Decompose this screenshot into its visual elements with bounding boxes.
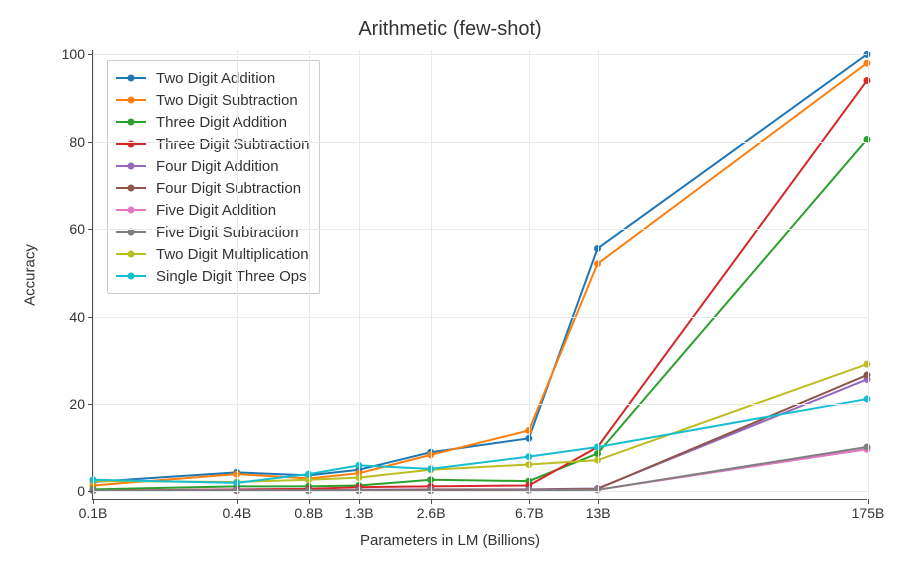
y-tick-label: 80	[69, 134, 93, 150]
legend-swatch	[116, 71, 146, 85]
gridline-horizontal	[93, 491, 867, 492]
x-tick-label: 6.7B	[515, 499, 544, 521]
legend-row: Five Digit Addition	[116, 199, 309, 221]
legend-row: Five Digit Subtraction	[116, 221, 309, 243]
x-tick-label: 0.4B	[222, 499, 251, 521]
gridline-horizontal	[93, 142, 867, 143]
legend-marker-icon	[128, 273, 135, 280]
legend-swatch	[116, 137, 146, 151]
gridline-horizontal	[93, 229, 867, 230]
y-tick-label: 100	[62, 46, 93, 62]
series-marker	[863, 396, 870, 403]
x-tick-label: 1.3B	[345, 499, 374, 521]
series-line	[93, 399, 867, 483]
series-marker	[863, 376, 870, 383]
series-line	[93, 379, 867, 490]
series-marker	[863, 361, 870, 368]
series-marker	[863, 372, 870, 379]
legend-swatch	[116, 181, 146, 195]
legend-marker-icon	[128, 163, 135, 170]
legend-marker-icon	[128, 119, 135, 126]
legend-marker-icon	[128, 207, 135, 214]
gridline-horizontal	[93, 54, 867, 55]
x-axis-label: Parameters in LM (Billions)	[0, 532, 900, 549]
gridline-vertical	[237, 50, 238, 499]
legend-label: Three Digit Subtraction	[156, 136, 309, 153]
legend-row: Two Digit Addition	[116, 67, 309, 89]
gridline-vertical	[359, 50, 360, 499]
legend-label: Two Digit Subtraction	[156, 92, 298, 109]
legend-swatch	[116, 93, 146, 107]
series-line	[93, 364, 867, 482]
x-tick-label: 0.8B	[294, 499, 323, 521]
legend-swatch	[116, 247, 146, 261]
series-line	[93, 375, 867, 491]
legend-row: Two Digit Subtraction	[116, 89, 309, 111]
legend-marker-icon	[128, 75, 135, 82]
series-marker	[863, 446, 870, 453]
x-tick-label: 0.1B	[79, 499, 108, 521]
y-tick-label: 60	[69, 221, 93, 237]
x-tick-label: 13B	[586, 499, 611, 521]
legend-marker-icon	[128, 97, 135, 104]
series-marker	[863, 60, 870, 67]
gridline-horizontal	[93, 317, 867, 318]
gridline-horizontal	[93, 404, 867, 405]
y-tick-label: 40	[69, 309, 93, 325]
x-tick-label: 2.6B	[417, 499, 446, 521]
legend-row: Three Digit Addition	[116, 111, 309, 133]
legend-row: Single Digit Three Ops	[116, 265, 309, 287]
series-line	[93, 447, 867, 491]
legend: Two Digit Addition Two Digit Subtraction T…	[107, 60, 320, 294]
legend-swatch	[116, 203, 146, 217]
legend-swatch	[116, 269, 146, 283]
legend-label: Three Digit Addition	[156, 114, 287, 131]
series-line	[93, 449, 867, 490]
legend-label: Five Digit Subtraction	[156, 224, 299, 241]
gridline-vertical	[598, 50, 599, 499]
y-tick-label: 0	[77, 483, 93, 499]
gridline-vertical	[431, 50, 432, 499]
y-tick-label: 20	[69, 396, 93, 412]
chart-title: Arithmetic (few-shot)	[0, 18, 900, 41]
gridline-vertical	[529, 50, 530, 499]
legend-label: Five Digit Addition	[156, 202, 276, 219]
series-marker	[863, 77, 870, 84]
legend-row: Four Digit Subtraction	[116, 177, 309, 199]
legend-swatch	[116, 225, 146, 239]
legend-row: Two Digit Multiplication	[116, 243, 309, 265]
legend-label: Single Digit Three Ops	[156, 268, 307, 285]
legend-swatch	[116, 115, 146, 129]
series-marker	[863, 444, 870, 451]
gridline-vertical	[309, 50, 310, 499]
plot-area: Two Digit Addition Two Digit Subtraction T…	[92, 50, 867, 500]
gridline-vertical	[868, 50, 869, 499]
legend-row: Four Digit Addition	[116, 155, 309, 177]
legend-marker-icon	[128, 185, 135, 192]
legend-label: Two Digit Multiplication	[156, 246, 309, 263]
legend-row: Three Digit Subtraction	[116, 133, 309, 155]
legend-label: Two Digit Addition	[156, 70, 275, 87]
y-axis-label: Accuracy	[22, 244, 39, 306]
legend-marker-icon	[128, 251, 135, 258]
x-tick-label: 175B	[852, 499, 885, 521]
legend-swatch	[116, 159, 146, 173]
chart-figure: Arithmetic (few-shot) Two Digit Addition…	[0, 0, 900, 571]
legend-label: Four Digit Subtraction	[156, 180, 301, 197]
legend-label: Four Digit Addition	[156, 158, 279, 175]
gridline-vertical	[93, 50, 94, 499]
